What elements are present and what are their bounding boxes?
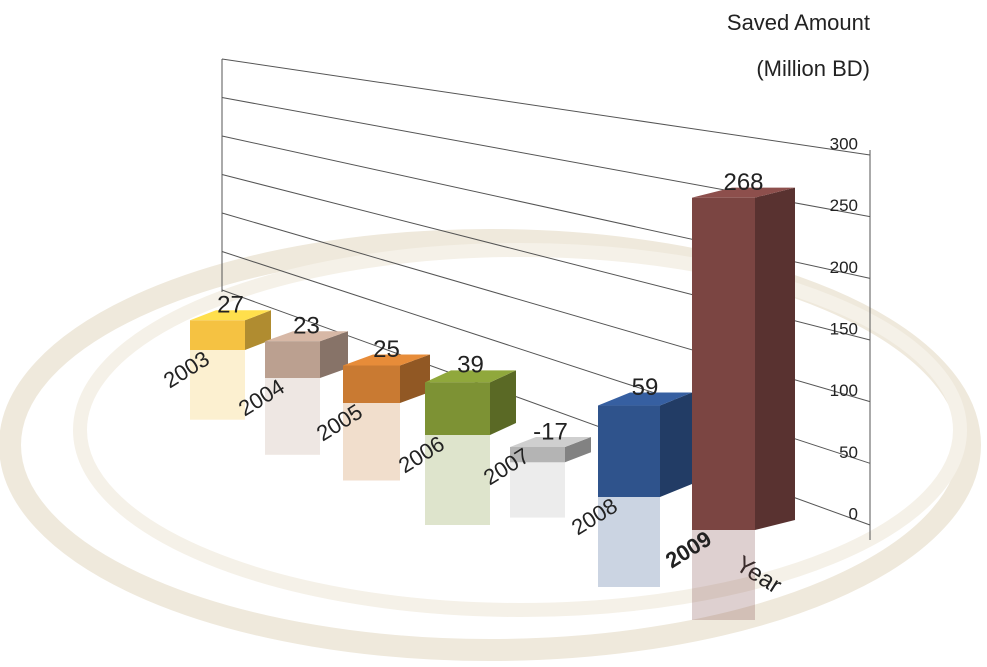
bar xyxy=(190,320,245,350)
bar-side xyxy=(490,370,516,435)
bar xyxy=(692,197,755,530)
data-label: -17 xyxy=(533,418,568,445)
bar-reflection xyxy=(598,497,660,587)
background-swirl xyxy=(0,229,981,661)
data-label: 23 xyxy=(293,313,320,340)
bar-reflection xyxy=(265,378,320,455)
bar-top xyxy=(510,437,591,447)
data-label: 25 xyxy=(373,336,400,363)
y-tick-label: 200 xyxy=(830,258,858,277)
bar xyxy=(425,382,490,435)
bar xyxy=(598,405,660,497)
bar-side xyxy=(245,310,271,350)
bar-side xyxy=(660,392,692,497)
y-axis-label: (Million BD) xyxy=(756,56,870,81)
bar-reflection xyxy=(343,403,400,481)
bar-reflection xyxy=(190,350,245,420)
bar-side xyxy=(320,331,348,378)
bar-top xyxy=(425,370,516,383)
bar-side xyxy=(400,354,430,403)
grid-line xyxy=(221,58,871,156)
data-label: 59 xyxy=(632,374,659,401)
y-tick-label: 300 xyxy=(830,134,858,153)
bar-reflection xyxy=(510,462,565,518)
bar xyxy=(510,447,565,463)
bar-side xyxy=(565,437,591,463)
y-tick-label: 150 xyxy=(830,319,858,338)
y-tick-label: 50 xyxy=(839,443,858,462)
bar-reflection xyxy=(692,530,755,620)
y-tick-label: 0 xyxy=(849,504,858,523)
bar xyxy=(343,365,400,403)
bar-top xyxy=(598,392,692,406)
bar xyxy=(265,341,320,378)
data-label: 268 xyxy=(723,169,763,196)
bar-top xyxy=(343,354,430,366)
y-axis-label: Saved Amount xyxy=(727,10,870,35)
data-label: 39 xyxy=(457,352,484,379)
bar-top xyxy=(692,187,795,198)
bar-top xyxy=(265,331,348,342)
y-tick-label: 100 xyxy=(830,381,858,400)
y-tick-label: 250 xyxy=(830,196,858,215)
data-label: 27 xyxy=(217,292,244,319)
bar-reflection xyxy=(425,435,490,525)
bar-side xyxy=(755,187,795,530)
bar-top xyxy=(190,310,271,321)
